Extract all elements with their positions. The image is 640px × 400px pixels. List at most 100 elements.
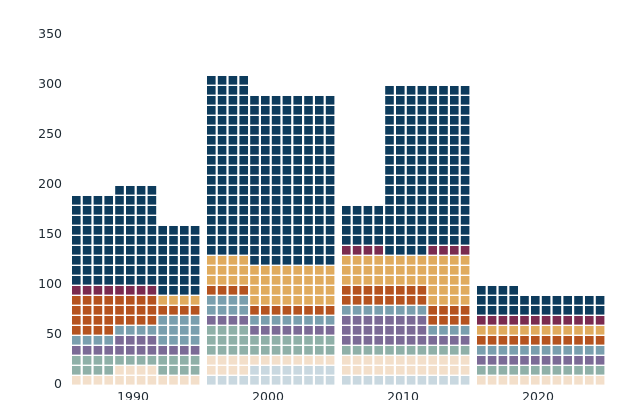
- waffle-square-1990-navy: [115, 196, 124, 205]
- waffle-square-2000-navy: [271, 196, 281, 205]
- waffle-square-1990-navy: [72, 216, 81, 225]
- waffle-square-1990-navy: [93, 206, 103, 215]
- waffle-square-2010-steel: [406, 306, 416, 315]
- waffle-square-2000-steel: [207, 296, 216, 305]
- waffle-square-2010-navy: [450, 206, 459, 215]
- waffle-square-2000-cream: [325, 356, 335, 365]
- waffle-square-2000-navy: [228, 86, 238, 95]
- waffle-square-2010-steel: [342, 306, 351, 315]
- waffle-square-2010-steel: [417, 306, 427, 315]
- waffle-square-2000-navy: [217, 126, 227, 135]
- waffle-square-2010-purple: [396, 336, 405, 345]
- waffle-square-2020-navy: [541, 306, 551, 315]
- waffle-square-1990-sage: [126, 356, 135, 365]
- waffle-square-2000-navy: [271, 106, 281, 115]
- waffle-square-1990-navy: [126, 196, 135, 205]
- waffle-square-2020-sage: [498, 366, 508, 375]
- waffle-square-2010-sand: [450, 256, 459, 265]
- waffle-square-2010-cream: [352, 366, 362, 375]
- waffle-square-2010-navy: [406, 116, 416, 125]
- waffle-square-2020-purple: [509, 356, 518, 365]
- waffle-square-2010-navy: [406, 146, 416, 155]
- waffle-square-2020-steel: [541, 346, 551, 355]
- waffle-square-1990-plum: [126, 286, 135, 295]
- waffle-square-2000-navy: [250, 146, 259, 155]
- waffle-square-2000-navy: [282, 96, 292, 105]
- waffle-square-2000-pale-blue: [271, 376, 281, 385]
- waffle-square-2010-navy: [428, 206, 437, 215]
- waffle-square-1990-navy: [93, 256, 103, 265]
- waffle-square-2010-navy: [439, 156, 448, 165]
- waffle-square-2000-sand: [293, 276, 302, 285]
- waffle-square-1990-orange: [147, 306, 157, 315]
- waffle-square-2000-sage: [239, 326, 248, 335]
- waffle-square-1990-navy: [136, 276, 146, 285]
- waffle-square-2010-navy: [428, 236, 437, 245]
- waffle-square-1990-navy: [126, 266, 135, 275]
- waffle-square-2000-navy: [217, 236, 227, 245]
- waffle-square-2000-sage: [271, 336, 281, 345]
- waffle-square-2000-pale-blue: [282, 376, 292, 385]
- waffle-square-2000-navy: [228, 226, 238, 235]
- waffle-square-2010-navy: [460, 96, 470, 105]
- waffle-square-2000-sand: [228, 276, 238, 285]
- waffle-square-1990-steel: [82, 336, 92, 345]
- waffle-square-2020-cream: [498, 376, 508, 385]
- x-axis: 1990 2000 2010 2020: [117, 389, 554, 400]
- waffle-square-2010-purple: [363, 316, 373, 325]
- waffle-square-2000-navy: [325, 166, 335, 175]
- waffle-square-2010-plum: [439, 246, 448, 255]
- waffle-square-2010-navy: [428, 106, 437, 115]
- waffle-square-2010-navy: [374, 206, 383, 215]
- waffle-square-2010-purple: [417, 316, 427, 325]
- waffle-square-2020-navy: [520, 306, 529, 315]
- waffle-square-2010-navy: [460, 106, 470, 115]
- waffle-square-2020-navy: [585, 296, 594, 305]
- waffle-square-2000-navy: [304, 166, 313, 175]
- waffle-square-1990-navy: [82, 236, 92, 245]
- waffle-square-2010-purple: [352, 326, 362, 335]
- waffle-square-2000-navy: [250, 226, 259, 235]
- waffle-square-2000-sand: [271, 296, 281, 305]
- waffle-square-2010-navy: [450, 236, 459, 245]
- waffle-square-2000-steel: [271, 316, 281, 325]
- waffle-square-2020-steel: [477, 346, 486, 355]
- waffle-square-2000-navy: [304, 106, 313, 115]
- waffle-square-2000-navy: [228, 146, 238, 155]
- waffle-square-2000-navy: [250, 256, 259, 265]
- y-tick-label-50: 50: [46, 326, 62, 341]
- waffle-square-2020-plum: [541, 316, 551, 325]
- waffle-square-2010-sand: [396, 256, 405, 265]
- waffle-square-2010-steel: [396, 306, 405, 315]
- waffle-square-2000-navy: [228, 126, 238, 135]
- waffle-square-1990-navy: [180, 236, 189, 245]
- waffle-square-2000-navy: [304, 156, 313, 165]
- waffle-square-2000-cream: [228, 366, 238, 375]
- waffle-square-2010-navy: [417, 206, 427, 215]
- waffle-square-2010-cream: [385, 356, 394, 365]
- waffle-square-1990-navy: [147, 186, 157, 195]
- waffle-square-2000-navy: [250, 206, 259, 215]
- waffle-square-2010-navy: [439, 136, 448, 145]
- waffle-square-2000-sage: [271, 346, 281, 355]
- waffle-square-2000-navy: [261, 106, 270, 115]
- waffle-square-2000-sand: [217, 266, 227, 275]
- waffle-square-2000-navy: [239, 116, 248, 125]
- waffle-square-2000-navy: [304, 226, 313, 235]
- waffle-square-2000-navy: [261, 176, 270, 185]
- waffle-square-2000-navy: [282, 106, 292, 115]
- waffle-square-2000-navy: [304, 256, 313, 265]
- waffle-square-2010-navy: [396, 236, 405, 245]
- waffle-square-2020-sand: [520, 326, 529, 335]
- waffle-square-1990-orange: [93, 316, 103, 325]
- waffle-square-1990-navy: [82, 226, 92, 235]
- waffle-square-2020-plum: [552, 316, 562, 325]
- waffle-square-2020-sage: [487, 366, 497, 375]
- waffle-square-2020-steel: [531, 346, 540, 355]
- waffle-square-2020-navy: [563, 306, 572, 315]
- waffle-square-2010-sand: [406, 256, 416, 265]
- waffle-square-2010-navy: [396, 166, 405, 175]
- waffle-square-2010-sand: [439, 286, 448, 295]
- waffle-square-2020-orange: [552, 336, 562, 345]
- waffle-square-2000-navy: [282, 206, 292, 215]
